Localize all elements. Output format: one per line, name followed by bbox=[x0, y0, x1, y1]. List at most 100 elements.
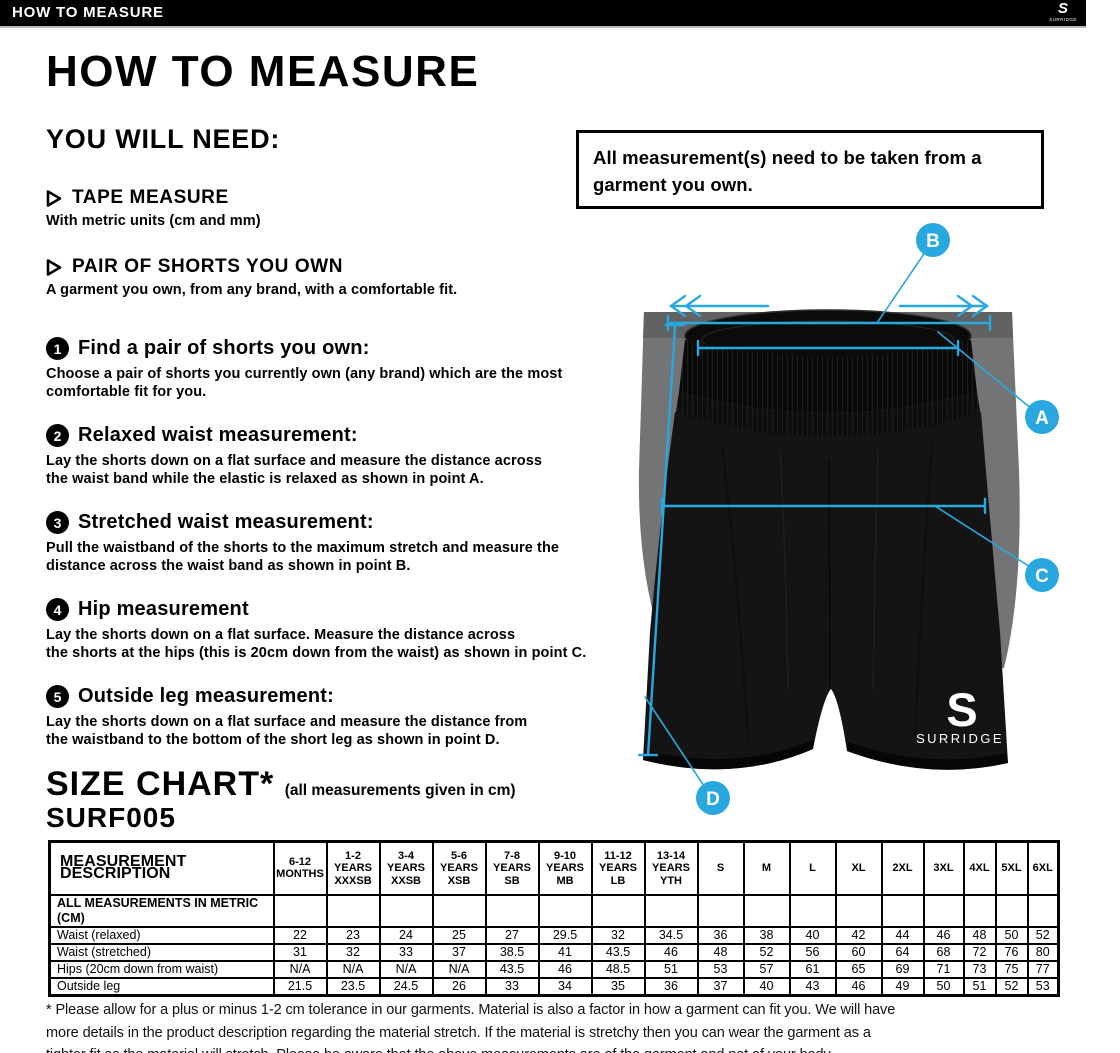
size-column-header: 4XL bbox=[962, 840, 997, 896]
step-title: Outside leg measurement: bbox=[78, 685, 334, 707]
step-2: 2 Relaxed waist measurement: Lay the sho… bbox=[46, 424, 646, 488]
measurement-value-cell: 36 bbox=[696, 925, 745, 945]
measurement-value-cell: 73 bbox=[962, 959, 997, 979]
empty-cell bbox=[643, 893, 699, 928]
measurement-value-cell: 52 bbox=[1026, 925, 1060, 945]
measurement-row-label: Outside leg bbox=[48, 976, 275, 996]
measurement-value-cell: 51 bbox=[962, 976, 997, 996]
empty-cell bbox=[325, 893, 381, 928]
measurement-value-cell: 44 bbox=[880, 925, 925, 945]
step-4: 4 Hip measurement Lay the shorts down on… bbox=[46, 598, 646, 662]
empty-cell bbox=[742, 893, 791, 928]
triangle-bullet-icon bbox=[46, 189, 62, 207]
empty-cell bbox=[834, 893, 883, 928]
measurement-value-cell: N/A bbox=[378, 959, 434, 979]
measurement-value-cell: 65 bbox=[834, 959, 883, 979]
table-row: Outside leg 21.5 23.5 24.5 26 33 34 35 36 37 40 43 4… bbox=[48, 976, 1060, 996]
step-line: the waist band while the elastic is rela… bbox=[46, 470, 484, 487]
size-column-header: 9-10 YEARS MB bbox=[537, 840, 593, 896]
garment-logo-s-icon: S bbox=[946, 683, 977, 736]
shorts-waistband bbox=[679, 340, 977, 413]
label-letter-b: B bbox=[926, 231, 940, 252]
measurement-value-cell: 35 bbox=[590, 976, 646, 996]
measurement-value-cell: 80 bbox=[1026, 942, 1060, 962]
measurement-value-cell: 46 bbox=[537, 959, 593, 979]
measurement-value-cell: 46 bbox=[922, 925, 965, 945]
measurement-value-cell: 21.5 bbox=[272, 976, 328, 996]
empty-cell bbox=[788, 893, 837, 928]
section-row-label: ALL MEASUREMENTS IN METRIC (CM) bbox=[48, 893, 275, 928]
size-column-header: 5XL bbox=[994, 840, 1029, 896]
measurement-value-cell: 48 bbox=[696, 942, 745, 962]
note-box: All measurement(s) need to be taken from… bbox=[576, 130, 1044, 209]
measurement-value-cell: 56 bbox=[788, 942, 837, 962]
measurement-value-cell: 72 bbox=[962, 942, 997, 962]
step-line: Pull the waistband of the shorts to the … bbox=[46, 540, 560, 556]
measurement-value-cell: 29.5 bbox=[537, 925, 593, 945]
step-line: Choose a pair of shorts you currently ow… bbox=[46, 366, 563, 382]
surridge-logo: S SURRIDGE bbox=[1045, 0, 1081, 23]
measurement-value-cell: 53 bbox=[1026, 976, 1060, 996]
measurement-value-cell: 40 bbox=[788, 925, 837, 945]
step-title: Find a pair of shorts you own: bbox=[78, 337, 370, 359]
shorts-waist-opening bbox=[685, 310, 971, 362]
footnote-line: tighter fit as the material will stretch… bbox=[46, 1044, 976, 1053]
measurement-value-cell: 31 bbox=[272, 942, 328, 962]
measurement-value-cell: 24.5 bbox=[378, 976, 434, 996]
measurement-value-cell: 61 bbox=[788, 959, 837, 979]
measurement-value-cell: 24 bbox=[378, 925, 434, 945]
empty-cell bbox=[590, 893, 646, 928]
need-item-title: PAIR OF SHORTS YOU OWN bbox=[72, 256, 344, 277]
table-row: Waist (stretched) 31 32 33 37 38.5 41 43.5 46 48 5… bbox=[48, 942, 1060, 962]
measurement-value-cell: 46 bbox=[834, 976, 883, 996]
table-row: Hips (20cm down from waist) N/A N/A N/A N/A 4… bbox=[48, 959, 1060, 979]
measure-line-a bbox=[696, 339, 960, 357]
label-letter-c: C bbox=[1035, 566, 1049, 587]
measurement-value-cell: 43 bbox=[788, 976, 837, 996]
page-title: HOW TO MEASURE bbox=[46, 47, 480, 96]
leader-line-d bbox=[644, 696, 711, 796]
empty-cell bbox=[484, 893, 540, 928]
measurement-value-cell: 33 bbox=[484, 976, 540, 996]
step-title: Stretched waist measurement: bbox=[78, 511, 374, 533]
size-column-header: S bbox=[696, 840, 745, 896]
measurement-value-cell: 38.5 bbox=[484, 942, 540, 962]
measurement-value-cell: 23.5 bbox=[325, 976, 381, 996]
measurement-value-cell: 38 bbox=[742, 925, 791, 945]
measurement-value-cell: 42 bbox=[834, 925, 883, 945]
empty-cell bbox=[922, 893, 965, 928]
measurement-value-cell: 77 bbox=[1026, 959, 1060, 979]
size-column-header: M bbox=[742, 840, 791, 896]
top-bar-title: HOW TO MEASURE bbox=[12, 4, 164, 21]
measurement-value-cell: 64 bbox=[880, 942, 925, 962]
measurement-value-cell: 48.5 bbox=[590, 959, 646, 979]
size-column-header: 13-14 YEARS YTH bbox=[643, 840, 699, 896]
measurement-value-cell: 48 bbox=[962, 925, 997, 945]
measurement-value-cell: 27 bbox=[484, 925, 540, 945]
measurement-value-cell: N/A bbox=[431, 959, 487, 979]
size-column-header: 6XL bbox=[1026, 840, 1060, 896]
surridge-wordmark: SURRIDGE bbox=[1049, 17, 1077, 22]
measurement-value-cell: 75 bbox=[994, 959, 1029, 979]
empty-cell bbox=[537, 893, 593, 928]
size-column-header: 1-2 YEARS XXXSB bbox=[325, 840, 381, 896]
shorts-back-panel bbox=[638, 312, 1020, 668]
step-line: distance across the waist band as shown … bbox=[46, 557, 411, 574]
measurement-value-cell: 69 bbox=[880, 959, 925, 979]
measurement-value-cell: 32 bbox=[325, 942, 381, 962]
label-circle-c bbox=[1025, 558, 1059, 592]
label-circle-d bbox=[696, 781, 730, 815]
table-row: Waist (relaxed) 22 23 24 25 27 29.5 32 34.5 36 38 4… bbox=[48, 925, 1060, 945]
column-header-description: MEASUREMENT DESCRIPTION bbox=[48, 840, 275, 896]
empty-cell bbox=[378, 893, 434, 928]
step-number-badge: 3 bbox=[46, 511, 69, 534]
size-column-header: L bbox=[788, 840, 837, 896]
label-circle-a bbox=[1025, 400, 1059, 434]
measurement-value-cell: 50 bbox=[922, 976, 965, 996]
need-item-tape-measure: TAPE MEASURE With metric units (cm and m… bbox=[46, 187, 261, 229]
size-column-header: 2XL bbox=[880, 840, 925, 896]
measurement-value-cell: 51 bbox=[643, 959, 699, 979]
step-title: Hip measurement bbox=[78, 598, 249, 620]
measurement-value-cell: 53 bbox=[696, 959, 745, 979]
empty-cell bbox=[431, 893, 487, 928]
